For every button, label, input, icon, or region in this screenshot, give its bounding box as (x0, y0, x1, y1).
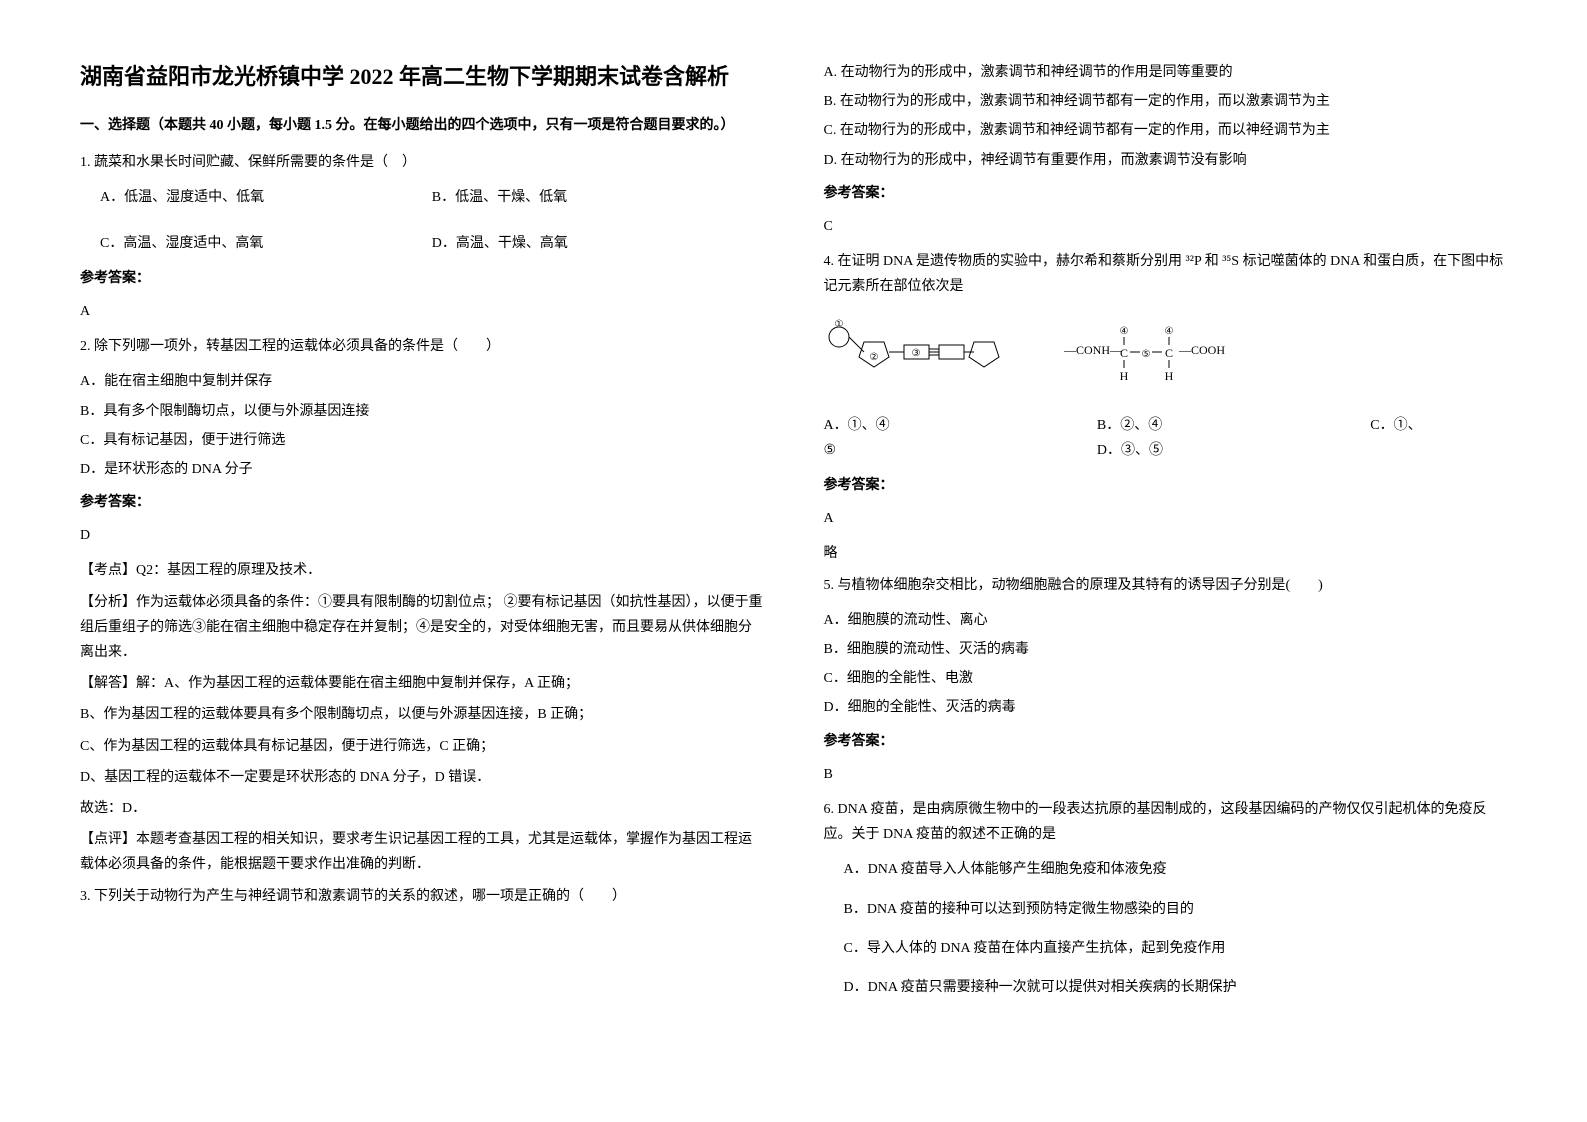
q4-option-5: ⑤ (824, 438, 1097, 463)
q2-dianping: 【点评】本题考查基因工程的相关知识，要求考生识记基因工程的工具，尤其是运载体，掌… (80, 827, 764, 877)
q1-option-a: A．低温、湿度适中、低氧 (100, 185, 432, 210)
q5-answer-label: 参考答案： (824, 729, 1508, 754)
label-4b: ④ (1164, 326, 1173, 337)
q3-option-b: B. 在动物行为的形成中，激素调节和神经调节都有一定的作用，而以激素调节为主 (824, 89, 1508, 114)
q2-option-d: D．是环状形态的 DNA 分子 (80, 457, 764, 482)
conh-text: —CONH— (1063, 343, 1123, 357)
right-column: A. 在动物行为的形成中，激素调节和神经调节的作用是同等重要的 B. 在动物行为… (824, 60, 1508, 1004)
page-container: 湖南省益阳市龙光桥镇中学 2022 年高二生物下学期期末试卷含解析 一、选择题（… (80, 60, 1507, 1004)
left-column: 湖南省益阳市龙光桥镇中学 2022 年高二生物下学期期末试卷含解析 一、选择题（… (80, 60, 764, 1004)
q5-option-c: C．细胞的全能性、电激 (824, 666, 1508, 691)
q2-jieda-c: C、作为基因工程的运载体具有标记基因，便于进行筛选，C 正确； (80, 734, 764, 759)
sugar-pentagon-2 (969, 342, 999, 367)
q4-option-d: D．③、⑤ (1097, 438, 1370, 463)
label-1: ① (834, 319, 843, 330)
q4-options: A．①、④ B．②、④ C．①、 ⑤ D．③、⑤ (824, 413, 1508, 463)
q3-option-c: C. 在动物行为的形成中，激素调节和神经调节都有一定的作用，而以神经调节为主 (824, 118, 1508, 143)
q5-option-a: A．细胞膜的流动性、离心 (824, 608, 1508, 633)
q2-answer-label: 参考答案： (80, 490, 764, 515)
document-title: 湖南省益阳市龙光桥镇中学 2022 年高二生物下学期期末试卷含解析 (80, 60, 764, 93)
h-text-2: H (1164, 369, 1173, 383)
q1-options-row1: A．低温、湿度适中、低氧 B．低温、干燥、低氧 (80, 185, 764, 210)
q1-text: 1. 蔬菜和水果长时间贮藏、保鲜所需要的条件是（ ） (80, 150, 764, 175)
q6-text: 6. DNA 疫苗，是由病原微生物中的一段表达抗原的基因制成的，这段基因编码的产… (824, 797, 1508, 847)
h-text-1: H (1119, 369, 1128, 383)
q3-option-a: A. 在动物行为的形成中，激素调节和神经调节的作用是同等重要的 (824, 60, 1508, 85)
q4-answer: A (824, 506, 1508, 531)
q4-answer-label: 参考答案： (824, 473, 1508, 498)
q3-text: 3. 下列关于动物行为产生与神经调节和激素调节的关系的叙述，哪一项是正确的（ ） (80, 884, 764, 909)
q2-kaodian: 【考点】Q2：基因工程的原理及技术． (80, 558, 764, 583)
label-3: ③ (911, 348, 920, 359)
q5-option-d: D．细胞的全能性、灭活的病毒 (824, 695, 1508, 720)
q6-option-d: D．DNA 疫苗只需要接种一次就可以提供对相关疾病的长期保护 (824, 975, 1508, 1000)
label-5: ⑤ (1141, 349, 1150, 360)
q3-option-d: D. 在动物行为的形成中，神经调节有重要作用，而激素调节没有影响 (824, 148, 1508, 173)
q5-answer: B (824, 762, 1508, 787)
q4-option-b: B．②、④ (1097, 413, 1370, 438)
q2-fenxi: 【分析】作为运载体必须具备的条件：①要具有限制酶的切割位点； ②要有标记基因（如… (80, 590, 764, 666)
q1-option-c: C．高温、湿度适中、高氧 (100, 231, 432, 256)
q4-option-a: A．①、④ (824, 413, 1097, 438)
q4-diagram: ① ② ③ —CONH— ④ C (824, 312, 1508, 401)
q2-option-a: A．能在宿主细胞中复制并保存 (80, 369, 764, 394)
q3-answer: C (824, 214, 1508, 239)
q2-option-c: C．具有标记基因，便于进行筛选 (80, 428, 764, 453)
q4-text: 4. 在证明 DNA 是遗传物质的实验中，赫尔希和蔡斯分别用 ³²P 和 ³⁵S… (824, 249, 1508, 299)
q4-note: 略 (824, 541, 1508, 566)
q6-option-a: A．DNA 疫苗导入人体能够产生细胞免疫和体液免疫 (824, 857, 1508, 882)
q1-option-b: B．低温、干燥、低氧 (432, 185, 764, 210)
phosphate-circle (829, 327, 849, 347)
q5-text: 5. 与植物体细胞杂交相比，动物细胞融合的原理及其特有的诱导因子分别是( ) (824, 573, 1508, 598)
q5-option-b: B．细胞膜的流动性、灭活的病毒 (824, 637, 1508, 662)
q1-answer: A (80, 299, 764, 324)
cooh-text: —COOH (1178, 343, 1225, 357)
q2-option-b: B．具有多个限制酶切点，以便与外源基因连接 (80, 399, 764, 424)
q2-text: 2. 除下列哪一项外，转基因工程的运载体必须具备的条件是（ ） (80, 334, 764, 359)
label-4: ④ (1119, 326, 1128, 337)
q1-answer-label: 参考答案： (80, 266, 764, 291)
q6-option-c: C．导入人体的 DNA 疫苗在体内直接产生抗体，起到免疫作用 (824, 936, 1508, 961)
base-rect-2 (939, 345, 964, 359)
label-2: ② (869, 352, 878, 363)
q1-option-d: D．高温、干燥、高氧 (432, 231, 764, 256)
q1-options-row2: C．高温、湿度适中、高氧 D．高温、干燥、高氧 (80, 231, 764, 256)
q2-answer: D (80, 523, 764, 548)
q4-option-c: C．①、 (1370, 413, 1507, 438)
q2-jieda-b: B、作为基因工程的运载体要具有多个限制酶切点，以便与外源基因连接，B 正确； (80, 702, 764, 727)
c-text-2: C (1164, 346, 1172, 360)
q2-guxuan: 故选：D． (80, 796, 764, 821)
q2-jieda-d: D、基因工程的运载体不一定要是环状形态的 DNA 分子，D 错误． (80, 765, 764, 790)
q3-answer-label: 参考答案： (824, 181, 1508, 206)
nucleotide-peptide-diagram: ① ② ③ —CONH— ④ C (824, 312, 1274, 392)
c-text-1: C (1119, 346, 1127, 360)
section-1-header: 一、选择题（本题共 40 小题，每小题 1.5 分。在每小题给出的四个选项中，只… (80, 113, 764, 138)
q6-option-b: B．DNA 疫苗的接种可以达到预防特定微生物感染的目的 (824, 897, 1508, 922)
q2-jieda-a: 【解答】解：A、作为基因工程的运载体要能在宿主细胞中复制并保存，A 正确； (80, 671, 764, 696)
